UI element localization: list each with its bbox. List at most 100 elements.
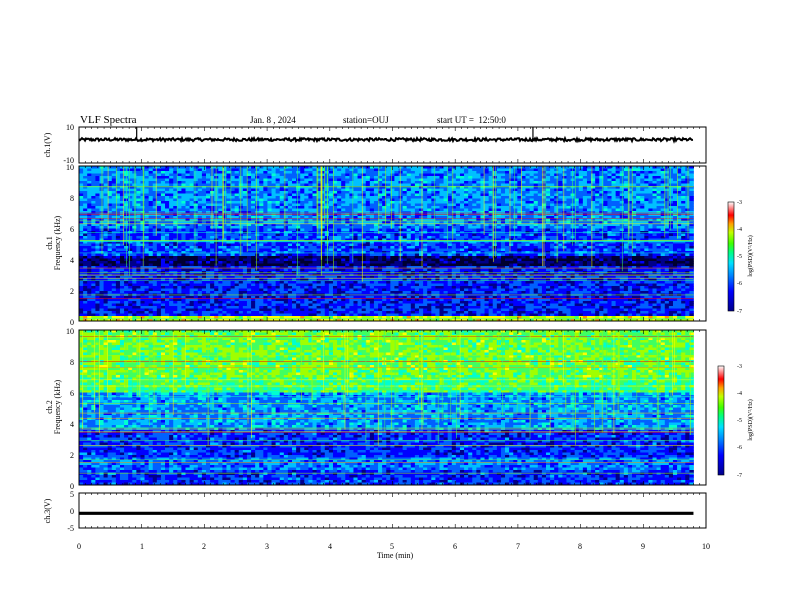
spectrogram-cell bbox=[87, 166, 92, 169]
spectrogram-cell bbox=[210, 243, 215, 247]
spectrogram-cell bbox=[287, 171, 293, 174]
spectrogram-cell bbox=[492, 166, 498, 169]
spectrogram-cell bbox=[169, 193, 174, 197]
spectrogram-cell bbox=[337, 236, 342, 239]
spectrogram-cell bbox=[181, 188, 186, 192]
spectrogram-cell bbox=[406, 223, 412, 227]
spectrogram-cell bbox=[398, 193, 404, 197]
spectrogram-cell bbox=[521, 223, 526, 227]
spectrogram-cell bbox=[566, 168, 571, 172]
spectrogram-cell bbox=[414, 218, 420, 222]
spectrogram-cell bbox=[451, 201, 457, 204]
spectrogram-cell bbox=[455, 203, 461, 207]
spectrogram-cell bbox=[173, 218, 178, 222]
spectrogram-cell bbox=[431, 188, 436, 192]
spectrogram-cell bbox=[283, 186, 289, 189]
spectrogram-cell bbox=[664, 198, 670, 202]
spectrogram-cell bbox=[373, 191, 379, 194]
spectrogram-cell bbox=[246, 193, 252, 197]
spectrogram-cell bbox=[529, 233, 535, 237]
spectrogram-cell bbox=[582, 191, 588, 194]
spectrogram-cell bbox=[558, 166, 563, 169]
spectrogram-cell bbox=[300, 181, 305, 184]
spectrogram-cell bbox=[615, 201, 621, 204]
spectrogram-cell bbox=[320, 203, 326, 207]
spectrogram-cell bbox=[218, 213, 223, 217]
spectrogram-cell bbox=[611, 173, 617, 177]
spectrogram-cell bbox=[386, 226, 391, 229]
spectrogram-cell bbox=[603, 228, 608, 232]
spectrogram-cell bbox=[648, 176, 653, 179]
spectrogram-cell bbox=[378, 246, 383, 249]
spectrogram-cell bbox=[480, 206, 485, 209]
spectrogram-cell bbox=[455, 206, 461, 209]
spectrogram-cell bbox=[496, 243, 502, 247]
spectrogram-cell bbox=[140, 246, 145, 249]
spectrogram-cell bbox=[615, 206, 621, 209]
spectrogram-cell bbox=[87, 236, 92, 239]
spectrogram-cell bbox=[160, 208, 166, 212]
spectrogram-cell bbox=[279, 186, 285, 189]
spectrogram-cell bbox=[234, 196, 240, 199]
spectrogram-cell bbox=[337, 186, 342, 189]
spectrogram-cell bbox=[259, 178, 264, 182]
spectrogram-cell bbox=[476, 188, 481, 192]
spectrogram-cell bbox=[91, 216, 96, 219]
spectrogram-cell bbox=[640, 201, 645, 204]
spectrogram-cell bbox=[623, 166, 629, 169]
spectrogram-cell bbox=[648, 181, 653, 184]
spectrogram-cell bbox=[545, 238, 551, 242]
spectrogram-cell bbox=[652, 236, 657, 239]
spectrogram-cell bbox=[513, 236, 518, 239]
spectrogram-cell bbox=[160, 176, 166, 179]
spectrogram-cell bbox=[332, 181, 338, 184]
spectrogram-cell bbox=[140, 208, 145, 212]
spectrogram-cell bbox=[427, 168, 432, 172]
spectrogram-cell bbox=[226, 246, 231, 249]
spectrogram-cell bbox=[451, 213, 457, 217]
spectrogram-cell bbox=[312, 221, 317, 224]
spectrogram-cell bbox=[435, 166, 440, 169]
spectrogram-cell bbox=[668, 186, 674, 189]
spectrogram-cell bbox=[361, 191, 367, 194]
spectrogram-cell bbox=[627, 236, 633, 239]
spectrogram-cell bbox=[119, 211, 125, 214]
spectrogram-cell bbox=[431, 191, 436, 194]
spectrogram-cell bbox=[312, 236, 317, 239]
spectrogram-cell bbox=[230, 186, 236, 189]
spectrogram-cell bbox=[423, 198, 428, 202]
spectrogram-cell bbox=[414, 198, 420, 202]
spectrogram-cell bbox=[537, 176, 543, 179]
spectrogram-cell bbox=[492, 233, 498, 237]
spectrogram-cell bbox=[296, 203, 301, 207]
spectrogram-cell bbox=[234, 173, 240, 177]
spectrogram-cell bbox=[652, 186, 657, 189]
spectrogram-cell bbox=[205, 173, 211, 177]
spectrogram-cell bbox=[677, 176, 682, 179]
spectrogram-cell bbox=[582, 241, 588, 244]
spectrogram-cell bbox=[668, 226, 674, 229]
spectrogram-cell bbox=[529, 221, 535, 224]
spectrogram-cell bbox=[275, 171, 281, 174]
spectrogram-cell bbox=[574, 166, 580, 169]
spectrogram-cell bbox=[386, 246, 391, 249]
spectrogram-cell bbox=[275, 188, 281, 192]
spectrogram-cell bbox=[660, 223, 666, 227]
spectrogram-cell bbox=[349, 211, 354, 214]
spectrogram-cell bbox=[193, 246, 199, 249]
spectrogram-cell bbox=[181, 173, 186, 177]
spectrogram-cell bbox=[222, 223, 227, 227]
spectrogram-cell bbox=[79, 206, 84, 209]
spectrogram-cell bbox=[279, 181, 285, 184]
spectrogram-cell bbox=[668, 188, 674, 192]
spectrogram-cell bbox=[349, 178, 354, 182]
spectrogram-cell bbox=[480, 171, 485, 174]
spectrogram-cell bbox=[558, 181, 563, 184]
spectrogram-cell bbox=[480, 226, 485, 229]
spectrogram-cell bbox=[562, 178, 567, 182]
spectrogram-cell bbox=[296, 243, 301, 247]
spectrogram-cell bbox=[660, 203, 666, 207]
spectrogram-cell bbox=[373, 178, 379, 182]
spectrogram-cell bbox=[574, 198, 580, 202]
spectrogram-cell bbox=[603, 233, 608, 237]
